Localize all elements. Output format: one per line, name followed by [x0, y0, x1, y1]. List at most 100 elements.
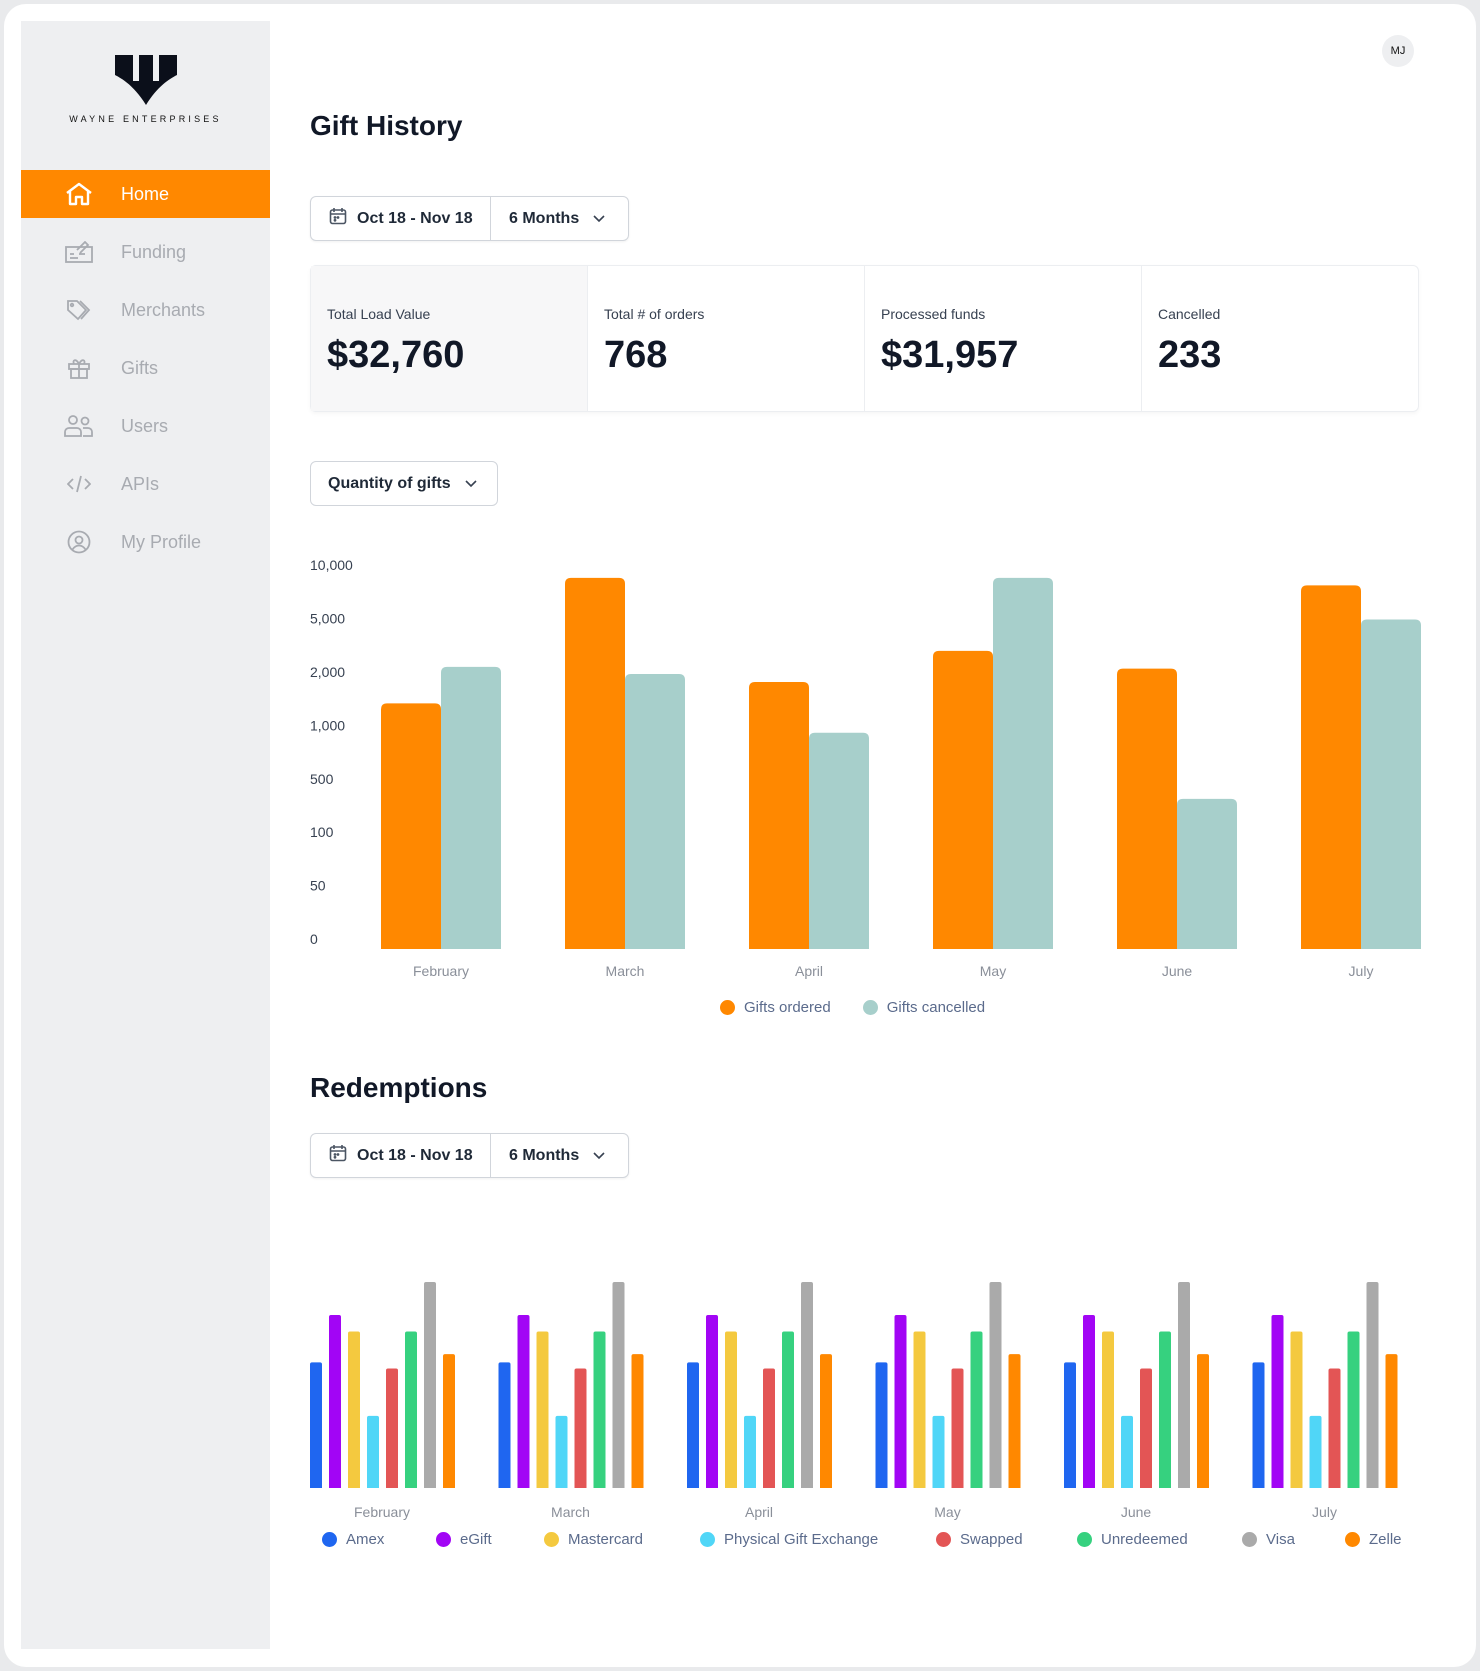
bar-visa: [989, 1282, 1002, 1488]
bar-mastercard: [536, 1331, 549, 1488]
bar-amex: [310, 1362, 322, 1488]
y-tick-label: 5,000: [310, 611, 345, 627]
x-tick-label: July: [1349, 963, 1374, 979]
legend-swatch: [700, 1532, 715, 1547]
bar-swapped: [386, 1368, 398, 1488]
sidebar-item-my-profile[interactable]: My Profile: [21, 518, 270, 566]
period-select[interactable]: 6 Months: [491, 1147, 628, 1165]
bar-swapped: [1328, 1368, 1341, 1488]
x-tick-label: April: [795, 963, 823, 979]
period-label: 6 Months: [509, 1146, 580, 1164]
legend-swatch: [936, 1532, 951, 1547]
y-tick-label: 50: [310, 878, 326, 894]
page-title: Gift History: [310, 110, 463, 141]
y-tick-label: 0: [310, 931, 318, 947]
stat-cancelled: Cancelled 233: [1141, 266, 1418, 411]
bar-gifts-cancelled: [809, 732, 869, 949]
x-tick-label: March: [606, 963, 645, 979]
sidebar-item-label: Funding: [121, 241, 187, 262]
bar-egift: [517, 1314, 530, 1488]
bar-swapped: [951, 1368, 964, 1488]
legend-swatch: [322, 1532, 337, 1547]
legend-label: Mastercard: [568, 1531, 644, 1548]
bar-physical-gift-exchange: [1309, 1415, 1322, 1488]
legend-label: Swapped: [960, 1531, 1023, 1548]
bar-unredeemed: [593, 1331, 606, 1488]
legend-item[interactable]: eGift: [436, 1531, 544, 1548]
sidebar-item-label: My Profile: [121, 531, 202, 552]
legend-item[interactable]: Visa: [1242, 1531, 1345, 1548]
brand-logo: WAYNE ENTERPRISES: [21, 55, 270, 124]
bar-mastercard: [1102, 1331, 1114, 1488]
stat-value: $32,760: [327, 334, 465, 376]
bar-egift: [894, 1314, 907, 1488]
bar-mastercard: [725, 1331, 737, 1488]
bar-gifts-ordered: [381, 703, 441, 949]
bar-mastercard: [348, 1331, 360, 1488]
period-label: 6 Months: [509, 209, 580, 227]
sidebar-item-gifts[interactable]: Gifts: [21, 344, 270, 392]
bar-gifts-cancelled: [625, 673, 685, 949]
stats-card: Total Load Value $32,760 Total # of order…: [310, 265, 1419, 412]
legend-item[interactable]: Gifts ordered: [720, 999, 831, 1016]
sidebar-item-label: APIs: [121, 473, 160, 494]
gift-history-chart: 0 50 100 500 1,000 2,000 5,000 10,000 February Ma…: [310, 557, 1421, 979]
bar-amex: [1064, 1362, 1076, 1488]
legend-swatch: [862, 1000, 878, 1015]
date-range-button[interactable]: Oct 18 - Nov 18: [311, 1134, 491, 1177]
legend-label: Amex: [346, 1531, 385, 1548]
legend-item[interactable]: Unredeemed: [1077, 1531, 1242, 1548]
legend-item[interactable]: Swapped: [936, 1531, 1077, 1548]
sidebar-item-label: Gifts: [121, 357, 159, 378]
bar-unredeemed: [405, 1331, 417, 1488]
bar-zelle: [1385, 1354, 1398, 1488]
legend-item[interactable]: Amex: [322, 1531, 436, 1548]
brand-name: WAYNE ENTERPRISES: [69, 114, 222, 124]
sidebar-item-merchants[interactable]: Merchants: [21, 286, 270, 334]
legend-item[interactable]: Gifts cancelled: [862, 999, 986, 1016]
user-avatar[interactable]: MJ: [1382, 35, 1414, 67]
redemptions-legend: Amex eGift Mastercard Physical Gift Exchang…: [322, 1531, 1425, 1548]
y-tick-label: 10,000: [310, 557, 353, 573]
legend-item[interactable]: Mastercard: [544, 1531, 700, 1548]
sidebar-item-funding[interactable]: Funding: [21, 228, 270, 276]
bar-visa: [801, 1282, 813, 1488]
bar-zelle: [443, 1354, 455, 1488]
sidebar-item-apis[interactable]: APIs: [21, 460, 270, 508]
legend-swatch: [1077, 1532, 1092, 1547]
home-icon: [64, 182, 94, 206]
bar-swapped: [1140, 1368, 1152, 1488]
bar-egift: [1083, 1314, 1095, 1488]
bar-gifts-cancelled: [1177, 798, 1237, 949]
bar-zelle: [820, 1354, 832, 1488]
period-select[interactable]: 6 Months: [491, 210, 628, 228]
x-tick-label: February: [413, 963, 469, 979]
legend-item[interactable]: Physical Gift Exchange: [700, 1531, 936, 1548]
bar-amex: [498, 1362, 511, 1488]
x-tick-label: July: [1312, 1504, 1337, 1520]
gift-icon: [64, 356, 94, 380]
bar-amex: [687, 1362, 699, 1488]
calendar-icon: [329, 207, 347, 230]
stat-processed-funds: Processed funds $31,957: [864, 266, 1141, 411]
gift-history-legend: Gifts ordered Gifts cancelled: [720, 999, 985, 1016]
bar-gifts-ordered: [565, 577, 625, 949]
sidebar-item-home[interactable]: Home: [21, 170, 270, 218]
bar-egift: [706, 1314, 718, 1488]
x-tick-label: April: [745, 1504, 773, 1520]
bar-visa: [424, 1282, 436, 1488]
calendar-icon: [329, 1144, 347, 1167]
check-icon: [64, 241, 94, 263]
bar-physical-gift-exchange: [367, 1415, 379, 1488]
y-tick-label: 2,000: [310, 664, 345, 680]
metric-select[interactable]: Quantity of gifts: [310, 461, 498, 506]
sidebar-item-label: Merchants: [121, 299, 206, 320]
legend-label: Gifts cancelled: [886, 999, 986, 1016]
x-tick-label: May: [934, 1504, 960, 1520]
y-tick-label: 100: [310, 824, 334, 840]
sidebar-item-label: Home: [121, 183, 170, 204]
legend-item[interactable]: Zelle: [1345, 1531, 1425, 1548]
sidebar-item-users[interactable]: Users: [21, 402, 270, 450]
x-tick-label: March: [551, 1504, 590, 1520]
date-range-button[interactable]: Oct 18 - Nov 18: [311, 197, 491, 240]
